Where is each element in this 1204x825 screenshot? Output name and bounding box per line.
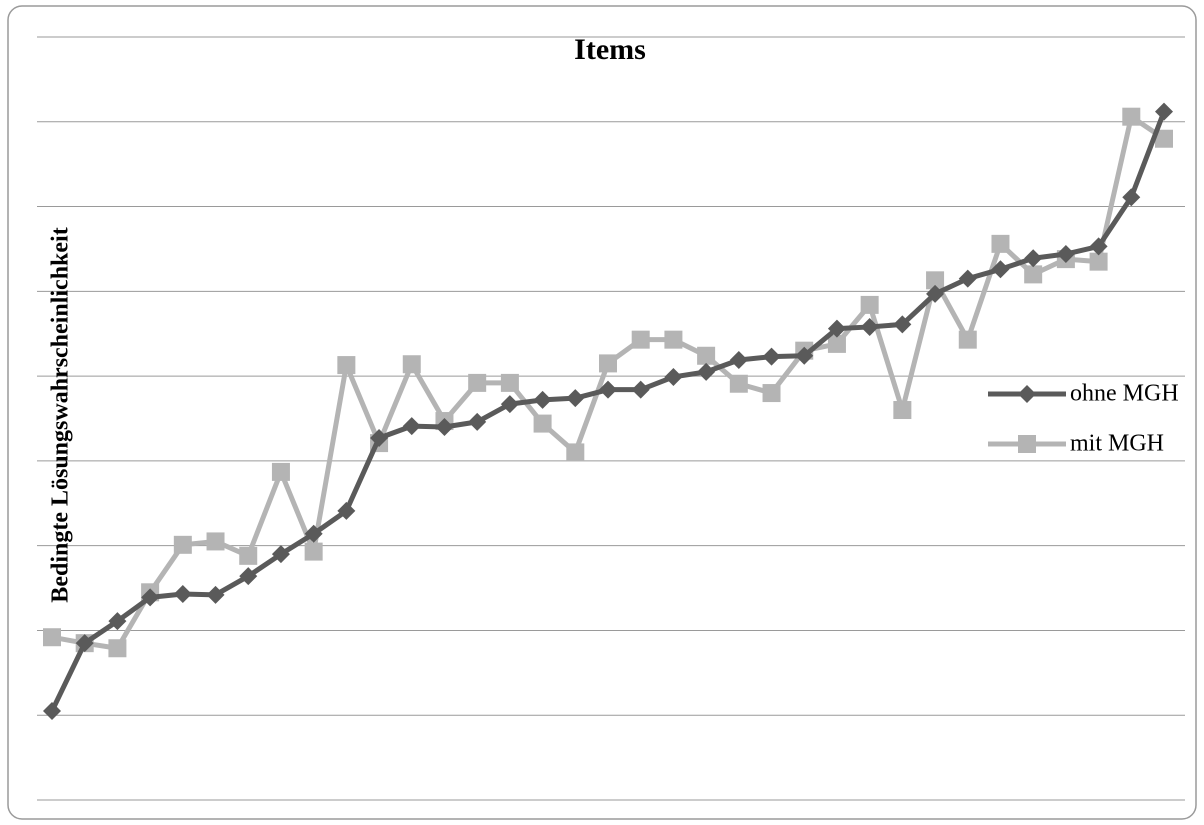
diamond-marker: [599, 380, 617, 399]
diamond-marker: [631, 380, 650, 399]
square-marker: [239, 546, 258, 565]
square-marker: [1089, 252, 1108, 271]
square-marker: [958, 330, 977, 349]
diamond-marker: [43, 701, 61, 720]
square-marker: [631, 330, 650, 349]
diamond-marker: [304, 524, 323, 543]
square-marker: [1024, 265, 1043, 284]
y-axis-label: Bedingte Lösungswahrscheinlichkeit: [48, 227, 74, 602]
square-marker: [402, 355, 421, 374]
square-marker: [926, 271, 945, 290]
diamond-marker: [958, 269, 977, 288]
diamond-marker: [108, 612, 127, 631]
series: [43, 102, 1173, 720]
square-marker: [533, 414, 552, 433]
chart-frame: [7, 5, 1197, 820]
diamond-marker: [435, 417, 454, 436]
diamond-marker: [468, 412, 487, 431]
square-marker: [500, 373, 519, 392]
square-marker: [729, 374, 748, 393]
diamond-marker: [926, 284, 945, 303]
diamond-marker: [206, 585, 225, 604]
square-marker: [599, 354, 617, 373]
square-marker: [991, 234, 1010, 253]
diamond-marker: [860, 317, 879, 336]
legend-label: ohne MGH: [1070, 381, 1179, 407]
square-marker: [337, 356, 356, 375]
legend-marker: [1018, 435, 1036, 453]
diamond-marker: [1056, 245, 1075, 264]
diamond-marker: [1122, 188, 1141, 207]
diamond-marker: [762, 347, 781, 366]
diamond-marker: [697, 362, 716, 381]
diamond-marker: [1155, 102, 1173, 121]
diamond-marker: [271, 545, 290, 564]
square-marker: [664, 330, 683, 349]
square-marker: [108, 639, 127, 658]
square-marker: [43, 628, 61, 647]
diamond-marker: [827, 319, 846, 338]
square-marker: [697, 346, 716, 365]
plot-area: [43, 102, 1173, 720]
diamond-marker: [239, 567, 258, 586]
diamond-marker: [173, 584, 192, 603]
diamond-marker: [533, 390, 552, 409]
square-marker: [468, 373, 487, 392]
diamond-marker: [991, 260, 1010, 279]
square-marker: [566, 443, 585, 462]
diamond-marker: [1089, 237, 1108, 256]
diamond-marker: [141, 588, 160, 607]
legend-marker: [1018, 385, 1036, 403]
chart-title: Items: [574, 33, 646, 66]
diamond-marker: [664, 367, 683, 386]
square-marker: [827, 334, 846, 353]
square-marker: [860, 295, 879, 314]
diamond-marker: [729, 351, 748, 370]
square-marker: [304, 542, 323, 561]
square-marker: [1122, 107, 1141, 126]
diamond-marker: [500, 395, 519, 414]
diamond-marker: [337, 501, 356, 520]
diamond-marker: [75, 634, 94, 653]
square-marker: [271, 462, 290, 481]
diamond-marker: [795, 346, 814, 365]
square-marker: [173, 535, 192, 554]
square-marker: [206, 532, 225, 551]
square-marker: [762, 384, 781, 403]
legend: ohne MGH mit MGH: [988, 381, 1179, 457]
square-marker: [893, 401, 912, 420]
diamond-marker: [402, 417, 421, 436]
square-marker: [1155, 129, 1173, 148]
diamond-marker: [370, 428, 389, 447]
diamond-marker: [1024, 249, 1043, 268]
legend-label: mit MGH: [1070, 431, 1164, 457]
diamond-marker: [893, 315, 912, 334]
diamond-marker: [566, 389, 585, 408]
